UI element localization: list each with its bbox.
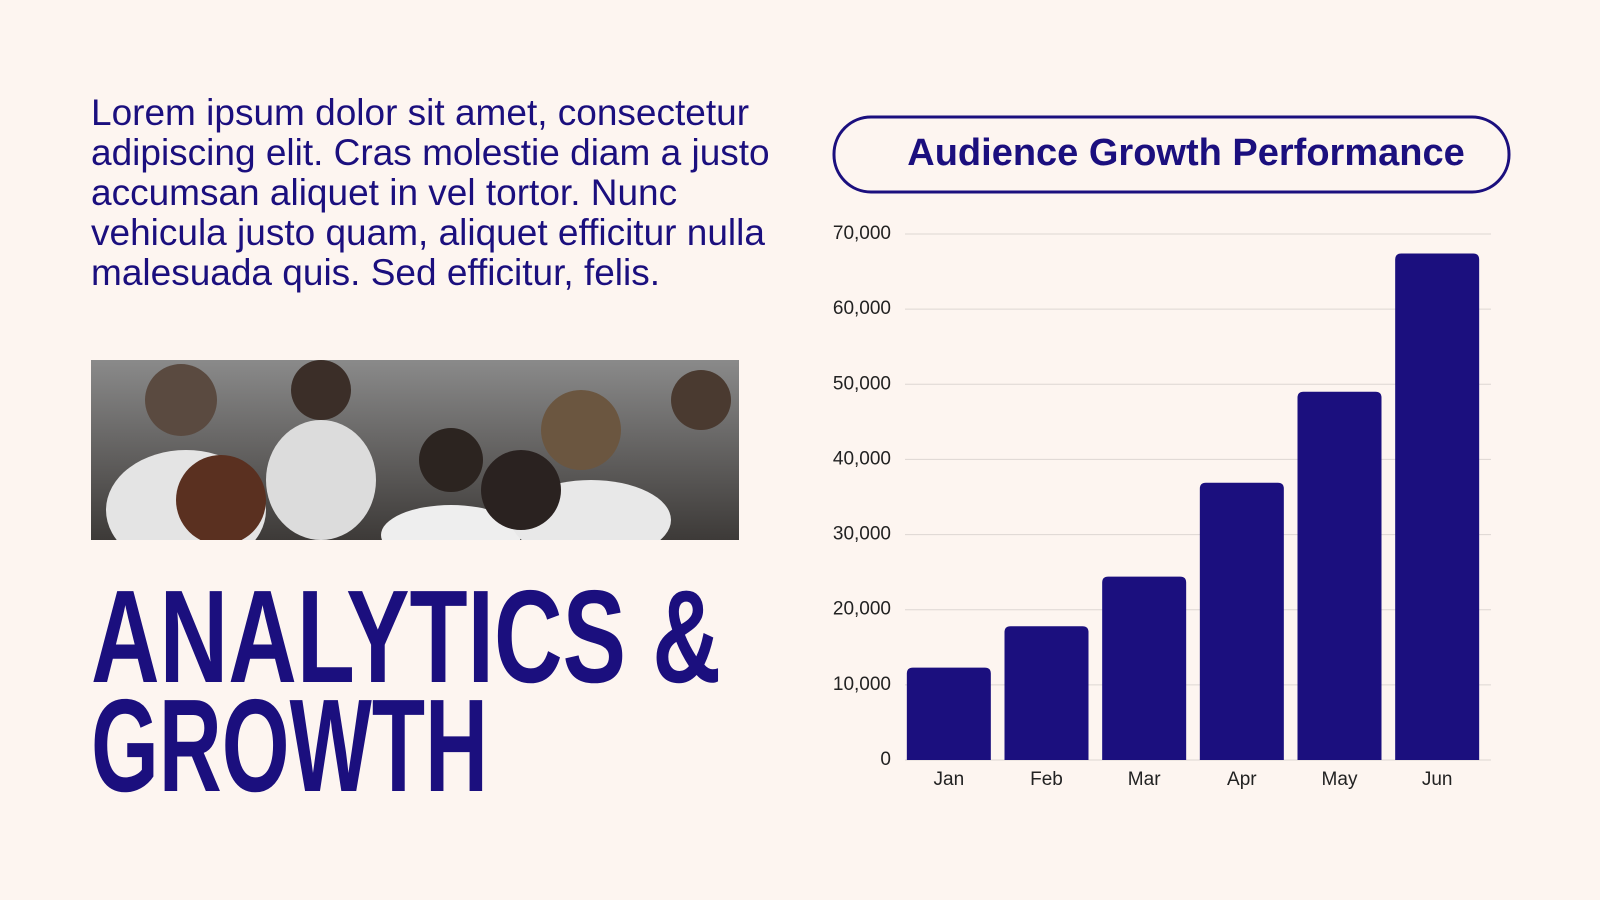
y-tick-label: 70,000 <box>833 223 891 244</box>
bar <box>1102 576 1187 760</box>
photo <box>91 360 739 540</box>
x-tick-label: Jan <box>934 769 965 790</box>
x-tick-label: Apr <box>1227 769 1257 790</box>
paragraph: Lorem ipsum dolor sit amet, consectetur … <box>91 92 770 293</box>
x-tick-label: Jun <box>1422 769 1453 790</box>
y-tick-label: 20,000 <box>833 599 891 620</box>
x-tick-label: May <box>1322 769 1358 790</box>
x-tick-label: Mar <box>1128 769 1161 790</box>
chart-title: Audience Growth Performance <box>907 132 1464 174</box>
y-tick-label: 10,000 <box>833 674 891 695</box>
y-tick-label: 0 <box>880 749 891 770</box>
heading-line: GROWTH <box>91 672 488 819</box>
y-tick-label: 60,000 <box>833 298 891 319</box>
title-pill <box>832 115 1511 194</box>
bar <box>1297 391 1382 760</box>
bar <box>1004 626 1089 760</box>
photo-art <box>106 360 731 540</box>
bar <box>1199 482 1284 760</box>
y-tick-label: 30,000 <box>833 524 891 545</box>
bar <box>906 667 991 760</box>
bar <box>1395 253 1480 760</box>
x-tick-label: Feb <box>1030 769 1063 790</box>
heading-line: ANALYTICS & <box>91 563 721 710</box>
y-tick-label: 50,000 <box>833 373 891 394</box>
y-tick-label: 40,000 <box>833 448 891 469</box>
